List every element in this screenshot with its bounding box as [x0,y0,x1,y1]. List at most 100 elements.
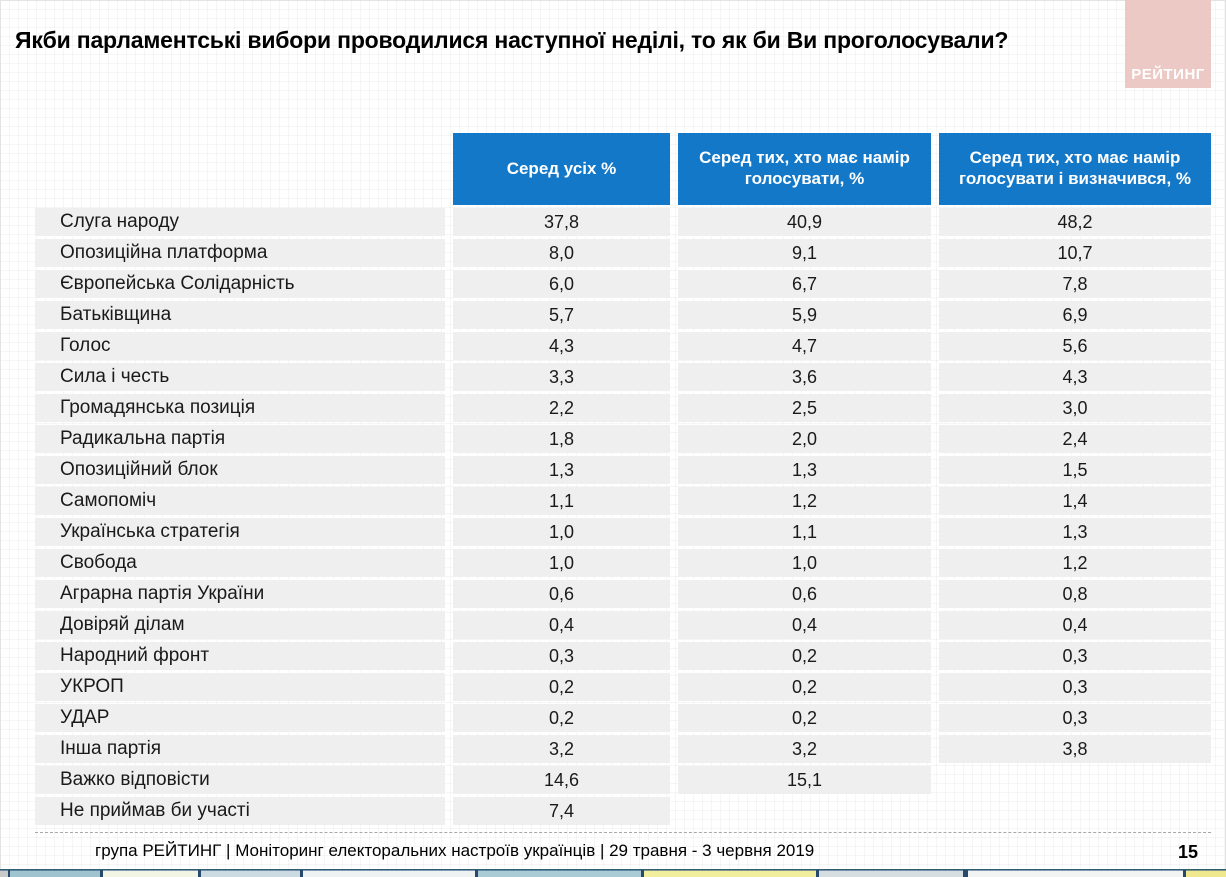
table-row: Важко відповісти 14,6 15,1 [35,766,1211,794]
table-row: Довіряй ділам 0,4 0,4 0,4 [35,611,1211,639]
table-row: Громадянська позиція 2,2 2,5 3,0 [35,394,1211,422]
bottom-strip-line [0,869,1226,870]
party-label: Українська стратегія [35,518,445,546]
value-cell: 1,0 [453,549,670,577]
value-cell: 1,3 [453,456,670,484]
table-row: Батьківщина 5,7 5,9 6,9 [35,301,1211,329]
rating-logo: РЕЙТИНГ [1125,0,1211,88]
party-label: Довіряй ділам [35,611,445,639]
sheet-tab-segment-1[interactable] [0,870,8,877]
table-row: Самопоміч 1,1 1,2 1,4 [35,487,1211,515]
sheet-tab-strip[interactable] [0,870,1226,877]
column-header-1: Серед усіх % [453,133,670,205]
value-cell: 1,2 [939,549,1211,577]
sheet-tab-segment-10[interactable] [1186,870,1226,877]
party-label: Інша партія [35,735,445,763]
value-cell: 1,1 [453,487,670,515]
value-cell: 1,2 [678,487,931,515]
value-cell: 1,8 [453,425,670,453]
value-cell: 2,0 [678,425,931,453]
sheet-tab-segment-8[interactable] [819,870,963,877]
sheet-tab-segment-5[interactable] [303,870,475,877]
table-row: Не приймав би участі 7,4 [35,797,1211,825]
value-cell: 2,2 [453,394,670,422]
value-cell: 3,3 [453,363,670,391]
value-cell: 1,0 [453,518,670,546]
value-cell: 48,2 [939,208,1211,236]
table-row: Радикальна партія 1,8 2,0 2,4 [35,425,1211,453]
value-cell: 0,2 [453,673,670,701]
sheet-tab-segment-4[interactable] [201,870,300,877]
page-number: 15 [1178,842,1199,862]
table-row: Аграрна партія України 0,6 0,6 0,8 [35,580,1211,608]
value-cell: 1,3 [939,518,1211,546]
column-header-2: Серед тих, хто має намір голосувати, % [678,133,931,205]
table-row: Свобода 1,0 1,0 1,2 [35,549,1211,577]
value-cell: 8,0 [453,239,670,267]
results-table: Серед усіх % Серед тих, хто має намір гол… [35,133,1211,825]
party-label: Народний фронт [35,642,445,670]
value-cell [678,797,931,825]
table-row: УДАР 0,2 0,2 0,3 [35,704,1211,732]
value-cell: 0,2 [678,673,931,701]
party-label: Батьківщина [35,301,445,329]
value-cell: 1,1 [678,518,931,546]
party-label: УДАР [35,704,445,732]
value-cell: 37,8 [453,208,670,236]
value-cell: 2,4 [939,425,1211,453]
value-cell: 0,3 [939,673,1211,701]
value-cell: 15,1 [678,766,931,794]
value-cell [939,766,1211,794]
rating-logo-text: РЕЙТИНГ [1131,66,1205,83]
value-cell: 0,3 [453,642,670,670]
value-cell: 14,6 [453,766,670,794]
value-cell: 0,4 [453,611,670,639]
sheet-tab-segment-9[interactable] [968,870,1183,877]
value-cell: 9,1 [678,239,931,267]
value-cell: 0,6 [678,580,931,608]
value-cell: 4,3 [939,363,1211,391]
value-cell: 4,7 [678,332,931,360]
party-label: Радикальна партія [35,425,445,453]
party-label: Самопоміч [35,487,445,515]
value-cell: 3,6 [678,363,931,391]
table-row: Сила і честь 3,3 3,6 4,3 [35,363,1211,391]
sheet-tab-segment-6[interactable] [478,870,641,877]
value-cell: 3,8 [939,735,1211,763]
value-cell: 0,6 [453,580,670,608]
value-cell: 7,8 [939,270,1211,298]
table-row: Українська стратегія 1,0 1,1 1,3 [35,518,1211,546]
party-label: Свобода [35,549,445,577]
value-cell: 6,7 [678,270,931,298]
value-cell: 3,2 [678,735,931,763]
value-cell: 2,5 [678,394,931,422]
footer-caption: група РЕЙТИНГ | Моніторинг електоральних… [95,841,815,860]
party-label: Голос [35,332,445,360]
value-cell: 0,3 [939,642,1211,670]
value-cell: 0,2 [678,642,931,670]
value-cell: 1,4 [939,487,1211,515]
value-cell: 10,7 [939,239,1211,267]
value-cell: 0,2 [453,704,670,732]
header-spacer [35,133,445,205]
sheet-tab-segment-7[interactable] [644,870,816,877]
value-cell: 0,8 [939,580,1211,608]
table-row: Європейська Солідарність 6,0 6,7 7,8 [35,270,1211,298]
slide-title: Якби парламентські вибори проводилися на… [15,27,1009,53]
value-cell: 3,0 [939,394,1211,422]
party-label: Опозиційна платформа [35,239,445,267]
value-cell: 5,7 [453,301,670,329]
value-cell: 0,3 [939,704,1211,732]
value-cell: 5,9 [678,301,931,329]
table-row: Слуга народу 37,8 40,9 48,2 [35,208,1211,236]
value-cell: 3,2 [453,735,670,763]
table-row: Опозиційний блок 1,3 1,3 1,5 [35,456,1211,484]
value-cell: 1,3 [678,456,931,484]
party-label: Опозиційний блок [35,456,445,484]
footer-divider [35,832,1211,833]
sheet-tab-segment-3[interactable] [103,870,198,877]
sheet-tab-segment-2[interactable] [10,870,100,877]
value-cell: 0,4 [939,611,1211,639]
table-row: Голос 4,3 4,7 5,6 [35,332,1211,360]
